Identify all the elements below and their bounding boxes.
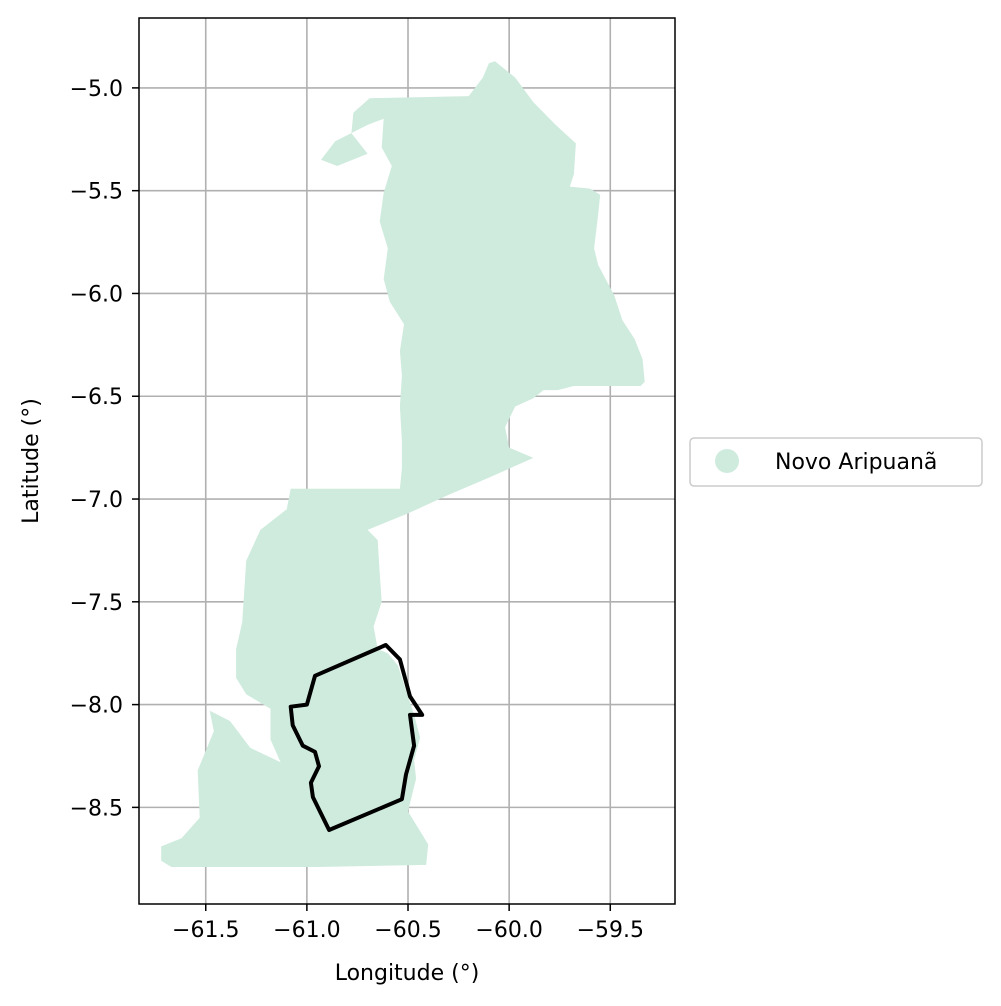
- x-tick-label: −59.5: [577, 918, 644, 943]
- y-tick-label: −5.0: [70, 77, 123, 102]
- x-tick-label: −60.5: [374, 918, 441, 943]
- y-tick-label: −8.5: [70, 796, 123, 821]
- x-axis-ticks: −61.5 −61.0 −60.5 −60.0 −59.5: [172, 904, 644, 943]
- y-axis-ticks: −5.0 −5.5 −6.0 −6.5 −7.0 −7.5 −8.0 −8.5: [70, 77, 139, 821]
- novo-aripuana-region: [161, 61, 645, 867]
- y-tick-label: −8.0: [70, 694, 123, 719]
- y-tick-label: −5.5: [70, 180, 123, 205]
- y-tick-label: −6.5: [70, 385, 123, 410]
- legend-marker: [715, 449, 739, 473]
- x-tick-label: −61.5: [172, 918, 239, 943]
- y-tick-label: −7.5: [70, 591, 123, 616]
- legend-box: [689, 437, 983, 487]
- y-axis-label: Latitude (°): [19, 398, 44, 524]
- y-tick-label: −7.0: [70, 488, 123, 513]
- selected-area-boundary: [288, 643, 425, 832]
- plot-frame: [138, 17, 676, 905]
- x-tick-label: −60.0: [475, 918, 542, 943]
- legend: Novo Aripuanã: [689, 437, 983, 487]
- x-tick-label: −61.0: [273, 918, 340, 943]
- legend-label: Novo Aripuanã: [775, 450, 937, 475]
- y-tick-label: −6.0: [70, 282, 123, 307]
- x-axis-label: Longitude (°): [335, 961, 480, 986]
